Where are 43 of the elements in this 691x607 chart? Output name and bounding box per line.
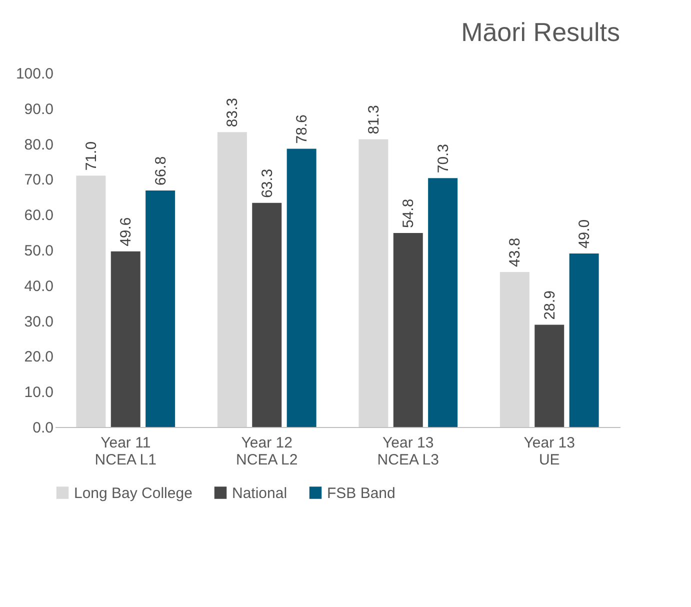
text: 43.8 xyxy=(506,238,524,267)
bar xyxy=(358,139,388,427)
bar xyxy=(286,148,316,427)
bar xyxy=(110,251,140,427)
text: 49.0 xyxy=(576,219,594,249)
bar xyxy=(534,324,564,427)
text: 63.3 xyxy=(258,168,276,198)
text: 83.3 xyxy=(224,98,242,128)
bar xyxy=(500,272,530,427)
x-tick-label: Year 12 NCEA L2 xyxy=(236,434,298,468)
y-tick-label: 100.0 xyxy=(16,66,54,82)
bar xyxy=(252,202,282,427)
y-tick-label: 0.0 xyxy=(32,420,54,436)
bar xyxy=(569,254,599,427)
x-tick-label: Year 13 UE xyxy=(524,434,575,468)
text: 54.8 xyxy=(400,198,418,228)
y-tick-label: 60.0 xyxy=(24,207,54,224)
y-tick-label: 20.0 xyxy=(24,348,54,366)
text: 28.9 xyxy=(541,290,558,320)
text: 49.6 xyxy=(118,217,135,246)
y-tick-label: 90.0 xyxy=(24,100,54,118)
x-tick-label: Year 11 NCEA L1 xyxy=(94,434,156,468)
x-tick-label: Year 13 NCEA L3 xyxy=(377,434,439,468)
y-tick-label: 30.0 xyxy=(24,313,54,330)
legend-label: National xyxy=(232,484,288,502)
text: 70.3 xyxy=(434,144,452,174)
y-tick-label: 10.0 xyxy=(24,384,54,402)
legend-label: Long Bay College xyxy=(74,484,192,502)
text: 66.8 xyxy=(152,156,170,186)
bar xyxy=(146,190,176,427)
bar xyxy=(393,233,423,427)
legend-label: FSB Band xyxy=(327,484,396,502)
y-tick-label: 70.0 xyxy=(24,172,54,189)
chart-title: Māori Results xyxy=(461,17,620,47)
text: 71.0 xyxy=(82,141,100,171)
bar xyxy=(428,178,458,427)
y-tick-label: 50.0 xyxy=(24,242,54,260)
y-tick-label: 80.0 xyxy=(24,136,54,154)
text: 81.3 xyxy=(365,104,382,134)
y-tick-label: 40.0 xyxy=(24,278,54,295)
bar xyxy=(217,132,247,427)
bar xyxy=(76,176,106,427)
text: 78.6 xyxy=(294,114,311,144)
